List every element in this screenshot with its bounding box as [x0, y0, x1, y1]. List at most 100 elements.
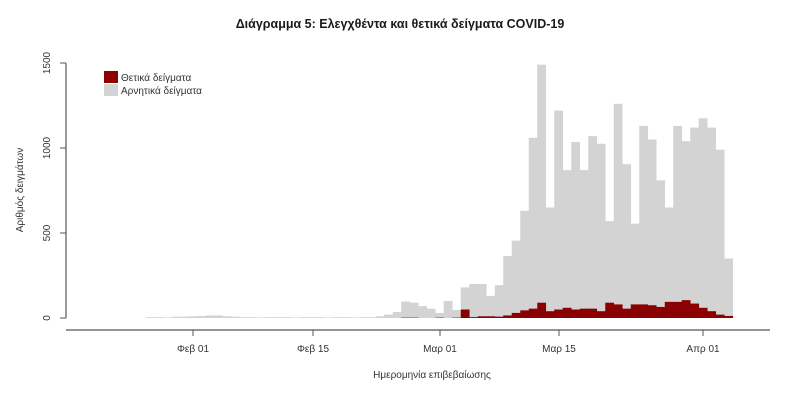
- legend-swatch-negative: [104, 84, 118, 96]
- bar-positive: [630, 304, 640, 318]
- bar-positive: [715, 314, 725, 318]
- bar-positive: [698, 307, 708, 318]
- x-tick-label: Μαρ 01: [423, 344, 457, 355]
- y-axis-title: Αριθμός δειγμάτων: [14, 148, 26, 232]
- bar-total: [460, 287, 470, 318]
- bar-total: [146, 317, 156, 318]
- x-tick-label: Μαρ 15: [542, 344, 576, 355]
- bar-total: [205, 315, 215, 318]
- bar-total: [316, 317, 326, 318]
- bar-total: [350, 317, 360, 318]
- bar-positive: [664, 301, 674, 318]
- bar-total: [724, 258, 734, 318]
- bar-positive: [469, 317, 479, 318]
- bar-total: [511, 240, 521, 318]
- bar-positive: [656, 306, 666, 318]
- bar-total: [409, 302, 419, 318]
- bar-positive: [571, 309, 581, 318]
- bar-positive: [647, 305, 657, 318]
- bar-total: [690, 127, 700, 318]
- positive-bars: [401, 300, 734, 318]
- bar-total: [384, 314, 394, 318]
- bar-positive: [503, 315, 513, 318]
- bar-total: [154, 317, 164, 318]
- bar-total: [639, 125, 649, 319]
- bar-total: [358, 317, 368, 318]
- bar-total: [231, 316, 241, 318]
- legend-label-positive: Θετικά δείγματα: [121, 72, 191, 84]
- bar-total: [180, 316, 190, 318]
- bar-positive: [588, 308, 598, 318]
- bar-positive: [562, 307, 572, 318]
- bar-total: [664, 207, 674, 318]
- bar-positive: [681, 300, 691, 318]
- bar-total: [197, 315, 207, 318]
- x-axis: Φεβ 01 Φεβ 15 Μαρ 01 Μαρ 15 Απρ 01: [66, 329, 770, 355]
- bar-total: [273, 317, 283, 318]
- bar-total: [545, 207, 555, 318]
- bar-total: [605, 221, 615, 318]
- bar-positive: [605, 302, 615, 318]
- y-axis: 0 500 1000 1500: [42, 51, 67, 321]
- bar-positive: [596, 311, 606, 318]
- bar-total: [222, 316, 232, 318]
- bar-positive: [511, 312, 521, 318]
- bar-total: [486, 295, 496, 318]
- x-tick-label: Απρ 01: [686, 344, 720, 355]
- bar-total: [188, 316, 198, 318]
- legend-label-negative: Αρνητικά δείγματα: [121, 85, 202, 97]
- bar-total: [588, 136, 598, 318]
- bar-total: [681, 141, 691, 318]
- bar-total: [452, 310, 462, 318]
- bar-total: [214, 315, 224, 318]
- bar-total: [494, 285, 504, 318]
- bar-total: [307, 317, 317, 318]
- bar-positive: [613, 304, 623, 318]
- bar-total: [324, 317, 334, 318]
- bar-positive: [477, 316, 487, 318]
- bar-total: [715, 149, 725, 318]
- bar-positive: [486, 316, 496, 318]
- bar-positive: [707, 311, 717, 318]
- bar-positive: [622, 308, 632, 318]
- bar-total: [622, 164, 632, 318]
- y-tick-label: 1000: [42, 136, 53, 159]
- bar-total: [375, 316, 385, 318]
- bar-total: [418, 306, 428, 318]
- bar-positive: [673, 301, 683, 318]
- bar-positive: [690, 303, 700, 318]
- bar-total: [401, 301, 411, 318]
- bar-total: [554, 110, 564, 318]
- legend-swatch-positive: [104, 71, 118, 83]
- bar-total: [163, 317, 173, 318]
- x-tick-label: Φεβ 15: [297, 344, 330, 355]
- bar-total: [707, 127, 717, 318]
- bar-positive: [520, 310, 530, 318]
- bar-total: [562, 170, 572, 318]
- bar-total: [571, 142, 581, 318]
- bar-total: [520, 210, 530, 318]
- bar-total: [630, 223, 640, 318]
- bar-total: [435, 312, 445, 318]
- y-tick-label: 1500: [42, 51, 53, 74]
- x-axis-title: Ημερομηνία επιβεβαίωσης: [373, 369, 491, 381]
- bar-positive: [460, 309, 470, 318]
- bar-positive: [579, 308, 589, 318]
- bar-total: [265, 317, 275, 318]
- bar-positive: [537, 302, 547, 318]
- bar-total: [367, 317, 377, 318]
- chart-title: Διάγραμμα 5: Ελεγχθέντα και θετικά δείγμ…: [235, 17, 565, 31]
- bar-total: [647, 139, 657, 318]
- bar-total: [299, 317, 309, 318]
- bar-total: [333, 317, 343, 318]
- bar-total: [537, 64, 547, 318]
- bar-total: [282, 317, 292, 318]
- bar-total: [248, 317, 258, 318]
- x-tick-label: Φεβ 01: [177, 344, 210, 355]
- bar-total: [673, 125, 683, 319]
- bar-total: [341, 317, 351, 318]
- bar-total: [256, 317, 266, 318]
- bar-total: [469, 284, 479, 318]
- bar-total: [426, 308, 436, 318]
